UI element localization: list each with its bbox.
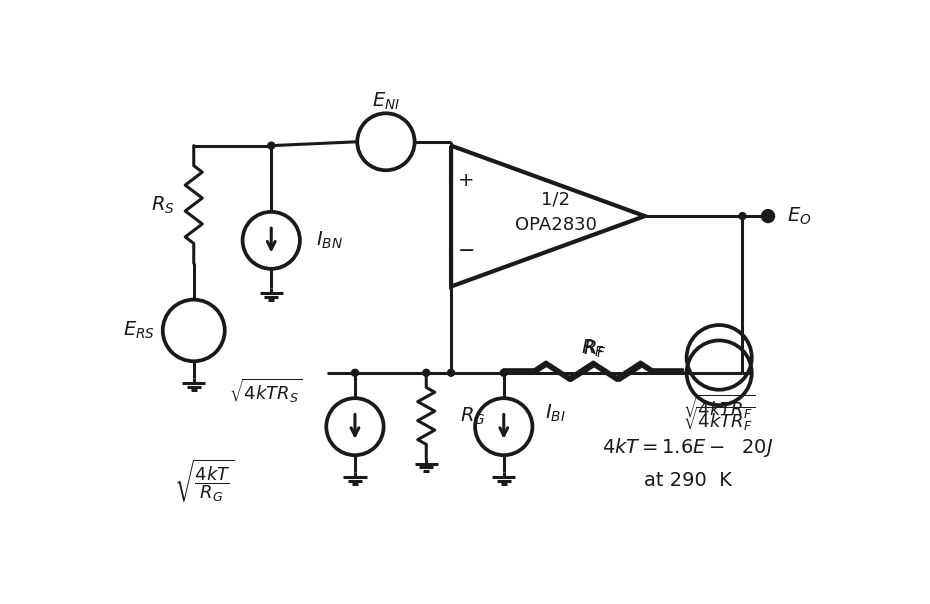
Text: $R_G$: $R_G$ <box>459 405 485 426</box>
Circle shape <box>423 369 430 376</box>
Text: +: + <box>458 172 475 190</box>
Text: $I_{BI}$: $I_{BI}$ <box>545 403 565 424</box>
Text: $E_{NI}$: $E_{NI}$ <box>372 91 400 112</box>
Text: $I_{BN}$: $I_{BN}$ <box>316 230 343 251</box>
Text: $\sqrt{4kTR_F}$: $\sqrt{4kTR_F}$ <box>683 393 755 421</box>
Circle shape <box>763 211 774 222</box>
Text: $\sqrt{4kTR_S}$: $\sqrt{4kTR_S}$ <box>230 376 302 405</box>
Circle shape <box>268 142 274 149</box>
Text: OPA2830: OPA2830 <box>514 216 597 234</box>
Text: $E_{RS}$: $E_{RS}$ <box>123 320 155 341</box>
Text: $R_F$: $R_F$ <box>581 338 605 359</box>
Circle shape <box>500 369 507 376</box>
Circle shape <box>739 213 746 219</box>
Circle shape <box>352 369 358 376</box>
Text: $\sqrt{4kTR_F}$: $\sqrt{4kTR_F}$ <box>683 405 755 433</box>
Text: 1/2: 1/2 <box>541 190 570 208</box>
Text: −: − <box>458 242 475 262</box>
Text: $\sqrt{\dfrac{4kT}{R_G}}$: $\sqrt{\dfrac{4kT}{R_G}}$ <box>174 457 234 504</box>
Circle shape <box>447 369 455 376</box>
Text: $R_F$: $R_F$ <box>583 339 607 361</box>
Text: $E_O$: $E_O$ <box>787 205 811 226</box>
Text: at 290  K: at 290 K <box>644 471 732 490</box>
Text: $4kT = 1.6E-\ \ 20J$: $4kT = 1.6E-\ \ 20J$ <box>603 436 774 459</box>
Text: $R_S$: $R_S$ <box>151 194 175 216</box>
